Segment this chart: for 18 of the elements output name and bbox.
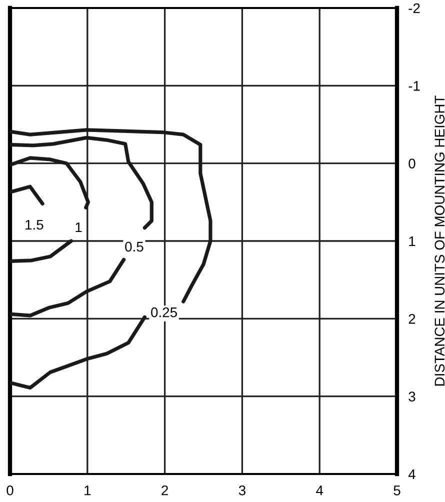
series-label: 0.5	[125, 242, 144, 252]
x-tick-label: 0	[6, 485, 14, 496]
y-tick-label: 0	[408, 158, 416, 169]
y-tick-label: 3	[408, 392, 416, 402]
x-tick-label: 5	[394, 486, 400, 496]
y-tick-label: -1	[408, 81, 420, 91]
y-tick-label: 1	[409, 236, 416, 246]
x-tick-label: 2	[162, 485, 168, 496]
y-tick-label: 2	[408, 314, 416, 324]
x-tick-label: 4	[316, 486, 324, 496]
x-tick-label: 3	[238, 485, 246, 496]
y-tick-label: 4	[408, 469, 416, 480]
y-axis-title: DISTANCE IN UNITS OF MOUNTING HEIGHT	[434, 96, 445, 386]
y-tick-label: -2	[408, 3, 420, 14]
x-tick-label: 1	[84, 486, 91, 496]
series-label: 1.5	[26, 220, 44, 230]
series-label: 1	[76, 222, 82, 232]
series-label: 0.25	[151, 307, 177, 318]
